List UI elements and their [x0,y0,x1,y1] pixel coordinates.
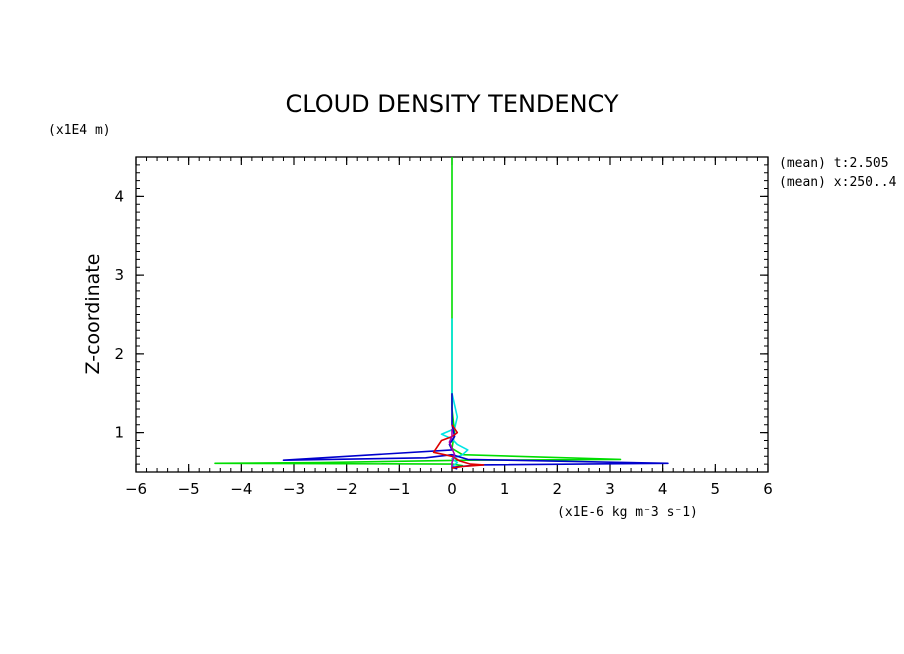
series-line-5 [448,428,456,468]
x-tick-label: −2 [336,480,358,498]
series-layer [214,157,669,470]
y-tick-label: 2 [114,345,124,363]
annotation-x-mean: (mean) x:250..4 [779,175,897,190]
y-tick-label: 4 [114,187,124,205]
chart-title: CLOUD DENSITY TENDENCY [285,90,618,118]
x-tick-label: −3 [283,480,305,498]
series-line-4 [432,424,485,469]
x-tick-label: 5 [711,480,721,498]
y-tick-label: 3 [114,266,124,284]
x-tick-label: −5 [178,480,200,498]
x-tick-label: 0 [447,480,457,498]
x-tick-label: −1 [388,480,410,498]
x-tick-label: 6 [763,480,773,498]
y-tick-label: 1 [114,424,124,442]
x-tick-label: 4 [658,480,668,498]
series-line-3 [282,393,669,470]
annotation-time-mean: (mean) t:2.505 [779,156,889,171]
x-tick-label: −6 [125,480,147,498]
y-units-label: (x1E4 m) [48,123,111,138]
x-tick-label: 2 [553,480,563,498]
x-tick-label: 1 [500,480,510,498]
x-tick-label: 3 [605,480,615,498]
series-line-1 [214,157,622,469]
x-units-label: (x1E-6 kg m⁻3 s⁻1) [557,505,698,520]
series-line-2 [440,318,469,468]
y-axis-label: Z-coordinate [82,254,104,375]
axis-ticks: −6 −5 −4 −3 −2 −1 0 1 2 3 4 5 6 1 2 3 4 [114,156,773,498]
x-tick-label: −4 [230,480,252,498]
